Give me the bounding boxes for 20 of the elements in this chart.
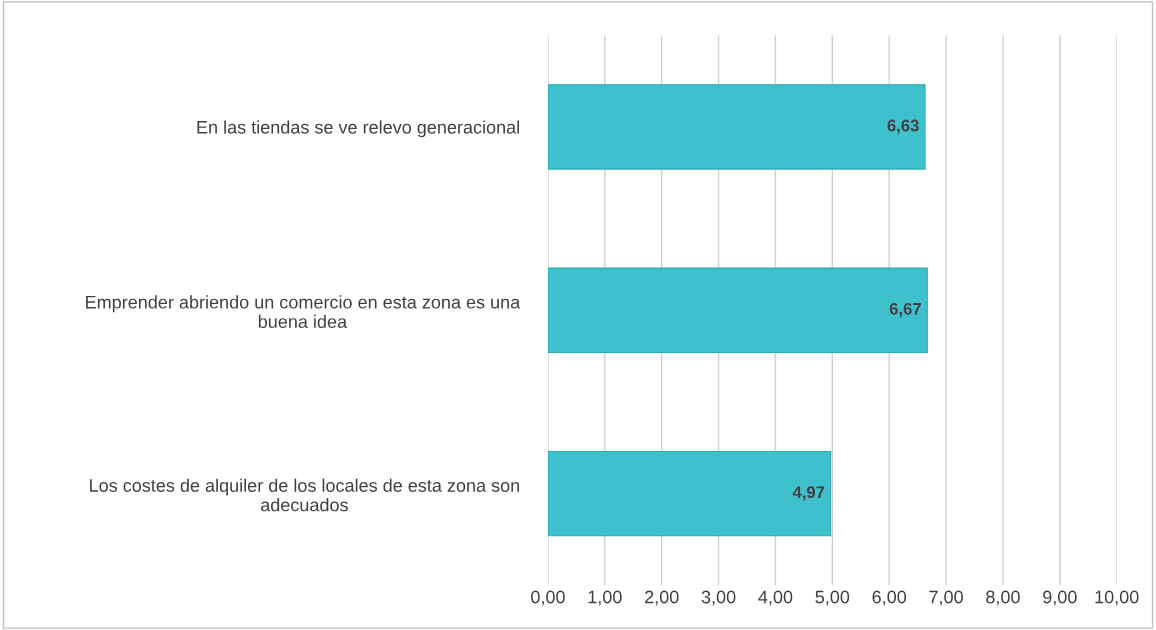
x-tick-label: 5,00	[815, 590, 850, 606]
bar	[547, 267, 928, 353]
x-tick-label: 2,00	[645, 590, 679, 606]
x-tick-label: 3,00	[701, 590, 736, 606]
data-label: 4,97	[792, 486, 825, 501]
y-tick-label: En las tiendas se ve relevo generacional	[197, 120, 519, 138]
x-tick-label: 6,00	[872, 590, 907, 606]
data-label: 6,67	[889, 302, 921, 318]
bar	[547, 450, 832, 537]
y-tick-label: Emprender abriendo un comercio en esta zona es una buena idea	[86, 295, 521, 329]
x-tick-label: 9,00	[1043, 590, 1077, 606]
x-tick-label: 4,00	[758, 590, 793, 606]
bar	[547, 84, 926, 170]
x-tick-label: 10,00	[1095, 590, 1139, 606]
x-tick-label: 0,00	[531, 590, 565, 606]
x-tick-label: 8,00	[986, 590, 1020, 606]
x-tick-label: 7,00	[929, 590, 963, 606]
x-tick-label: 1,00	[588, 590, 622, 606]
data-label: 6,63	[887, 119, 919, 134]
y-tick-label: Los costes de alquiler de los locales de esta zona son adecuados	[90, 478, 520, 512]
